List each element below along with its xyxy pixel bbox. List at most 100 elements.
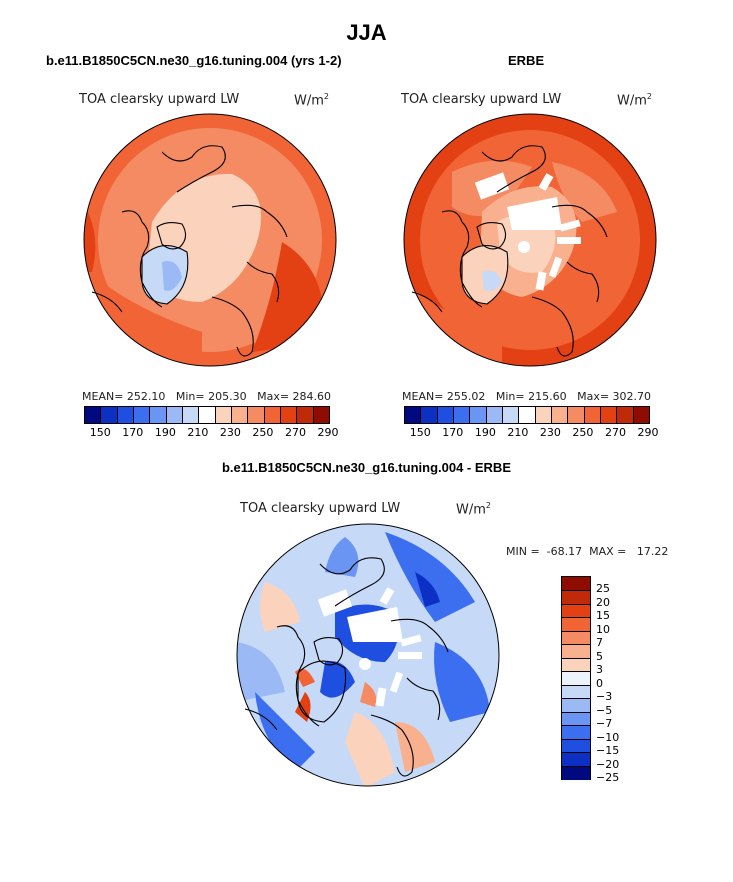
colorbar-tick-label: −20 (596, 757, 620, 771)
colorbar-swatch (312, 407, 329, 423)
map-fill-patch (260, 582, 300, 632)
model-variable-label: TOA clearsky upward LW (79, 92, 240, 107)
colorbar-swatch (85, 407, 101, 423)
colorbar-swatch (485, 407, 502, 423)
colorbar-swatch (562, 603, 590, 619)
colorbar-swatch (247, 407, 264, 423)
map-fill-patch (320, 661, 355, 698)
colorbar-swatch (100, 407, 117, 423)
diff-units-label: W/m2 (456, 501, 491, 518)
map-fill-greenland-core (482, 270, 502, 291)
colorbar-tick-label: −25 (596, 771, 620, 784)
colorbar-tick-label: 270 (604, 426, 626, 439)
colorbar-swatch (132, 407, 150, 423)
map-border (236, 523, 500, 787)
colorbar-swatch (562, 577, 590, 591)
colorbar-swatch (405, 407, 421, 423)
colorbar-tick-label: 230 (219, 426, 241, 439)
colorbar-swatch (181, 407, 199, 423)
map-border (83, 113, 337, 367)
colorbar-swatch (562, 765, 590, 781)
colorbar-swatch (567, 407, 584, 423)
colorbar-swatch (279, 407, 297, 423)
colorbar-swatch (632, 407, 649, 423)
map-fill-patch (385, 532, 475, 622)
colorbar-tick-label: 0 (596, 676, 603, 690)
figure-title: JJA (346, 20, 387, 45)
colorbar-swatch (518, 407, 535, 423)
colorbar-tick-label: 190 (154, 426, 176, 439)
coastlines (91, 145, 288, 357)
diff-polar-map (236, 523, 500, 787)
colorbar-swatch (562, 630, 590, 646)
colorbar-swatch (534, 407, 551, 423)
colorbar-tick-label: 230 (539, 426, 561, 439)
colorbar-swatch (562, 738, 590, 754)
colorbar-swatch (469, 407, 486, 423)
map-fill-patch (295, 668, 315, 687)
colorbar-tick-label: 290 (637, 426, 659, 439)
coastlines (411, 145, 608, 357)
colorbar-tick-label: 170 (442, 426, 464, 439)
colorbar-swatch (149, 407, 166, 423)
colorbar-swatch (616, 407, 633, 423)
colorbar-swatch (562, 617, 590, 633)
colorbar-tick-label: 15 (596, 609, 610, 623)
colorbar-swatch (562, 711, 590, 727)
colorbar-swatch (583, 407, 600, 423)
colorbar-tick-label: 250 (572, 426, 594, 439)
colorbar-swatch (436, 407, 453, 423)
map-fill-patch (255, 692, 315, 772)
colorbar-tick-label: −10 (596, 730, 620, 744)
colorbar-swatch (562, 725, 590, 741)
colorbar-tick-label: −5 (596, 703, 613, 717)
colorbar-swatch (599, 407, 617, 423)
colorbar-swatch (452, 407, 470, 423)
colorbar-swatch (198, 407, 215, 423)
obs-stats: MEAN= 255.02 Min= 215.60 Max= 302.70 (402, 390, 652, 403)
map-fill-patch (237, 642, 285, 702)
colorbar-tick-label: 190 (474, 426, 496, 439)
colorbar-tick-label: 270 (284, 426, 306, 439)
colorbar-swatch (165, 407, 182, 423)
map-fill-greenland-core (162, 261, 182, 291)
colorbar-swatch (562, 752, 590, 768)
colorbar-tick-label: 3 (596, 663, 603, 677)
colorbar-swatch (501, 407, 519, 423)
map-border (403, 113, 657, 367)
diff-case-title: b.e11.B1850C5CN.ne30_g16.tuning.004 - ER… (221, 460, 511, 475)
coastlines (244, 557, 449, 777)
colorbar-swatch (230, 407, 248, 423)
missing-data (474, 172, 581, 291)
obs-polar-map (403, 113, 657, 367)
colorbar-tick-label: 25 (596, 582, 610, 596)
colorbar-swatch (562, 671, 590, 687)
map-fill-patch (434, 642, 490, 722)
colorbar-tick-label: 20 (596, 595, 610, 609)
colorbar-swatch (562, 644, 590, 660)
obs-units-label: W/m2 (617, 92, 652, 109)
model-stats: MEAN= 252.10 Min= 205.30 Max= 284.60 (82, 390, 332, 403)
missing-data (317, 587, 422, 707)
obs-variable-label: TOA clearsky upward LW (401, 92, 562, 107)
map-fill-patch (345, 712, 395, 786)
colorbar-swatch (116, 407, 133, 423)
obs-colorbar (404, 406, 650, 424)
colorbar-swatch (550, 407, 568, 423)
colorbar-tick-label: 210 (507, 426, 529, 439)
map-fill-patch (325, 537, 359, 577)
colorbar-tick-label: 5 (596, 649, 603, 663)
colorbar-swatch (562, 590, 590, 606)
colorbar-tick-label: 250 (252, 426, 274, 439)
colorbar-tick-label: 150 (409, 426, 431, 439)
obs-case-title: ERBE (508, 53, 545, 68)
colorbar-tick-label: −3 (596, 690, 613, 704)
model-case-title: b.e11.B1850C5CN.ne30_g16.tuning.004 (yrs… (46, 53, 342, 68)
colorbar-swatch (263, 407, 280, 423)
diff-colorbar (561, 576, 591, 781)
colorbar-tick-label: −15 (596, 744, 620, 758)
model-colorbar (84, 406, 330, 424)
colorbar-tick-label: −7 (596, 717, 613, 731)
model-units-label: W/m2 (294, 92, 329, 109)
colorbar-swatch (420, 407, 437, 423)
